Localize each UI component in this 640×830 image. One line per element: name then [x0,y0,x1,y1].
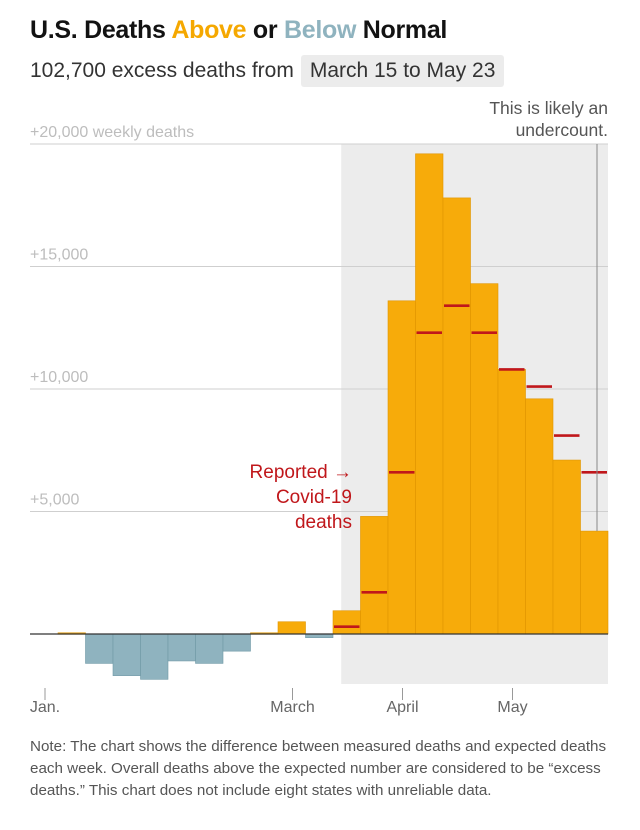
y-tick-label: +20,000 weekly deaths [30,124,194,141]
excess-bar [167,633,196,662]
x-tick-label: April [386,699,418,716]
title-start: U.S. Deaths [30,16,172,44]
excess-bar [470,283,499,635]
reported-annotation-line3: deaths [295,512,352,533]
y-tick-label: +15,000 [30,247,88,264]
subtitle-date-range: March 15 to May 23 [300,55,505,87]
excess-bar [195,633,224,664]
excess-bar [140,633,169,680]
excess-bar [222,633,251,652]
y-tick-label: +5,000 [30,492,79,509]
excess-bar [525,398,554,635]
x-tick-label: May [497,699,527,716]
subtitle-text: 102,700 excess deaths from [30,59,294,82]
excess-bar [332,610,361,635]
excess-bar [387,300,416,635]
excess-bar [552,459,581,635]
title-mid: or [246,16,284,44]
bars [57,153,609,680]
excess-bar [497,369,526,635]
chart-title: U.S. Deaths Above or Below Normal [30,16,447,45]
undercount-annotation-line1: This is likely an [489,98,608,118]
excess-bar [112,633,141,676]
chart-area: +20,000 weekly deaths +15,000 +10,000 +5,00… [30,98,609,716]
title-below: Below [283,16,357,44]
x-tick-label: March [270,699,314,716]
y-tick-label: +10,000 [30,369,88,386]
reported-covid-marks [334,304,607,628]
undercount-annotation-line2: undercount. [516,120,608,140]
excess-bar [277,621,306,635]
excess-bar [85,633,114,664]
title-above: Above [171,16,247,44]
reported-annotation-line2: Covid-19 [276,487,352,508]
excess-bar [360,516,389,635]
y-axis-labels: +20,000 weekly deaths +15,000 +10,000 +5,00… [30,124,194,509]
x-tick-label: Jan. [30,699,60,716]
chart-subtitle: 102,700 excess deaths from March 15 to M… [30,54,505,88]
title-end: Normal [356,16,448,44]
excess-bar [415,153,444,635]
excess-bar [442,197,471,635]
excess-bar [580,530,609,635]
chart-note: Note: The chart shows the difference bet… [30,738,607,799]
x-axis: Jan. March April May [30,688,528,716]
reported-annotation-line1: Reported → [250,462,352,483]
